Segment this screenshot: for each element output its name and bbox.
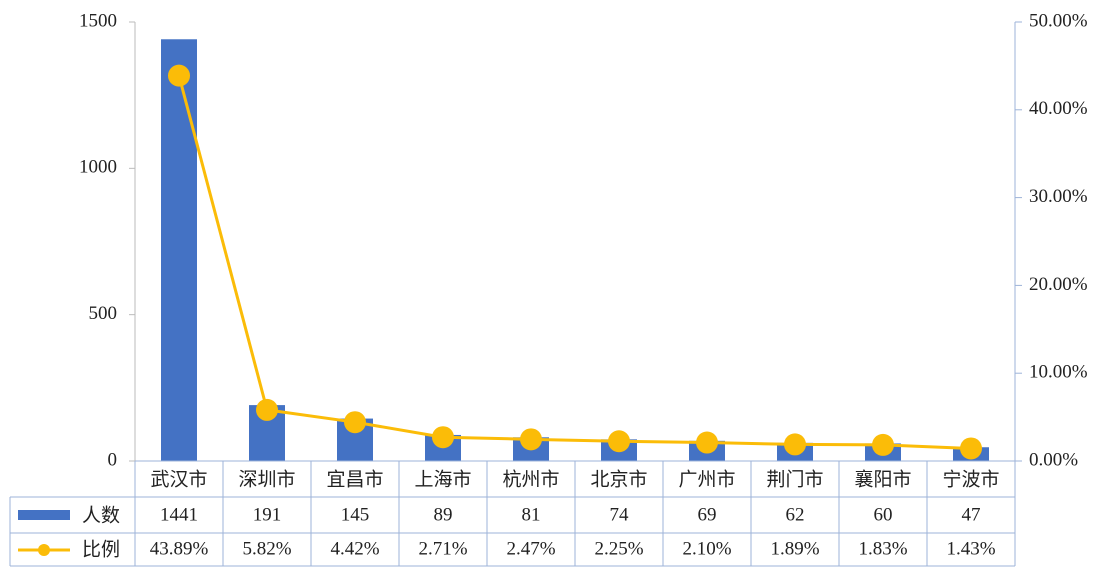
line-point xyxy=(608,430,630,453)
legend-label: 人数 xyxy=(82,505,120,527)
y2-tick-label: 50.00% xyxy=(1029,10,1088,31)
table-value: 69 xyxy=(698,504,717,525)
y-tick-label: 1500 xyxy=(79,10,117,31)
table-value: 2.47% xyxy=(506,538,555,559)
x-tick-label: 宁波市 xyxy=(942,469,999,491)
table-value: 191 xyxy=(253,504,282,525)
y2-tick-label: 0.00% xyxy=(1029,449,1078,470)
table-value: 1441 xyxy=(160,504,198,525)
line-point xyxy=(256,398,278,421)
table-value: 62 xyxy=(786,504,805,525)
x-tick-label: 深圳市 xyxy=(238,469,295,491)
x-tick-label: 宜昌市 xyxy=(326,469,383,491)
line-point xyxy=(696,431,718,454)
legend-key xyxy=(18,510,70,520)
line-point xyxy=(520,428,542,451)
x-tick-label: 广州市 xyxy=(678,469,735,491)
table-value: 145 xyxy=(341,504,370,525)
x-tick-label: 襄阳市 xyxy=(854,469,911,491)
table-value: 74 xyxy=(610,504,630,525)
y2-tick-label: 40.00% xyxy=(1029,98,1088,119)
table-value: 81 xyxy=(522,504,541,525)
table-value: 4.42% xyxy=(330,538,379,559)
y2-tick-label: 20.00% xyxy=(1029,274,1088,295)
table-value: 89 xyxy=(434,504,453,525)
x-tick-label: 上海市 xyxy=(414,469,471,491)
x-tick-label: 武汉市 xyxy=(150,469,207,491)
bar xyxy=(161,39,197,461)
table-value: 5.82% xyxy=(242,538,291,559)
line-point xyxy=(784,433,806,456)
table-value: 1.89% xyxy=(770,538,819,559)
table-value: 47 xyxy=(962,504,981,525)
legend-label: 比例 xyxy=(82,539,120,561)
line xyxy=(177,75,972,450)
table-value: 2.71% xyxy=(418,538,467,559)
x-tick-label: 杭州市 xyxy=(502,469,559,491)
line-point xyxy=(168,64,190,87)
line-point xyxy=(344,411,366,434)
y2-tick-label: 30.00% xyxy=(1029,186,1088,207)
x-tick-label: 荆门市 xyxy=(766,469,823,491)
table-value: 2.25% xyxy=(594,538,643,559)
y-tick-label: 500 xyxy=(89,303,118,324)
y-tick-label: 1000 xyxy=(79,157,117,178)
line-point xyxy=(960,437,982,460)
legend-key xyxy=(38,544,50,556)
table-value: 43.89% xyxy=(150,538,209,559)
y-tick-label: 0 xyxy=(108,449,118,470)
x-tick-label: 北京市 xyxy=(590,469,647,491)
line-point xyxy=(432,426,454,449)
line-point xyxy=(872,433,894,456)
y2-tick-label: 10.00% xyxy=(1029,362,1088,383)
table-value: 2.10% xyxy=(682,538,731,559)
table-value: 60 xyxy=(874,504,893,525)
table-value: 1.83% xyxy=(858,538,907,559)
table-value: 1.43% xyxy=(946,538,995,559)
